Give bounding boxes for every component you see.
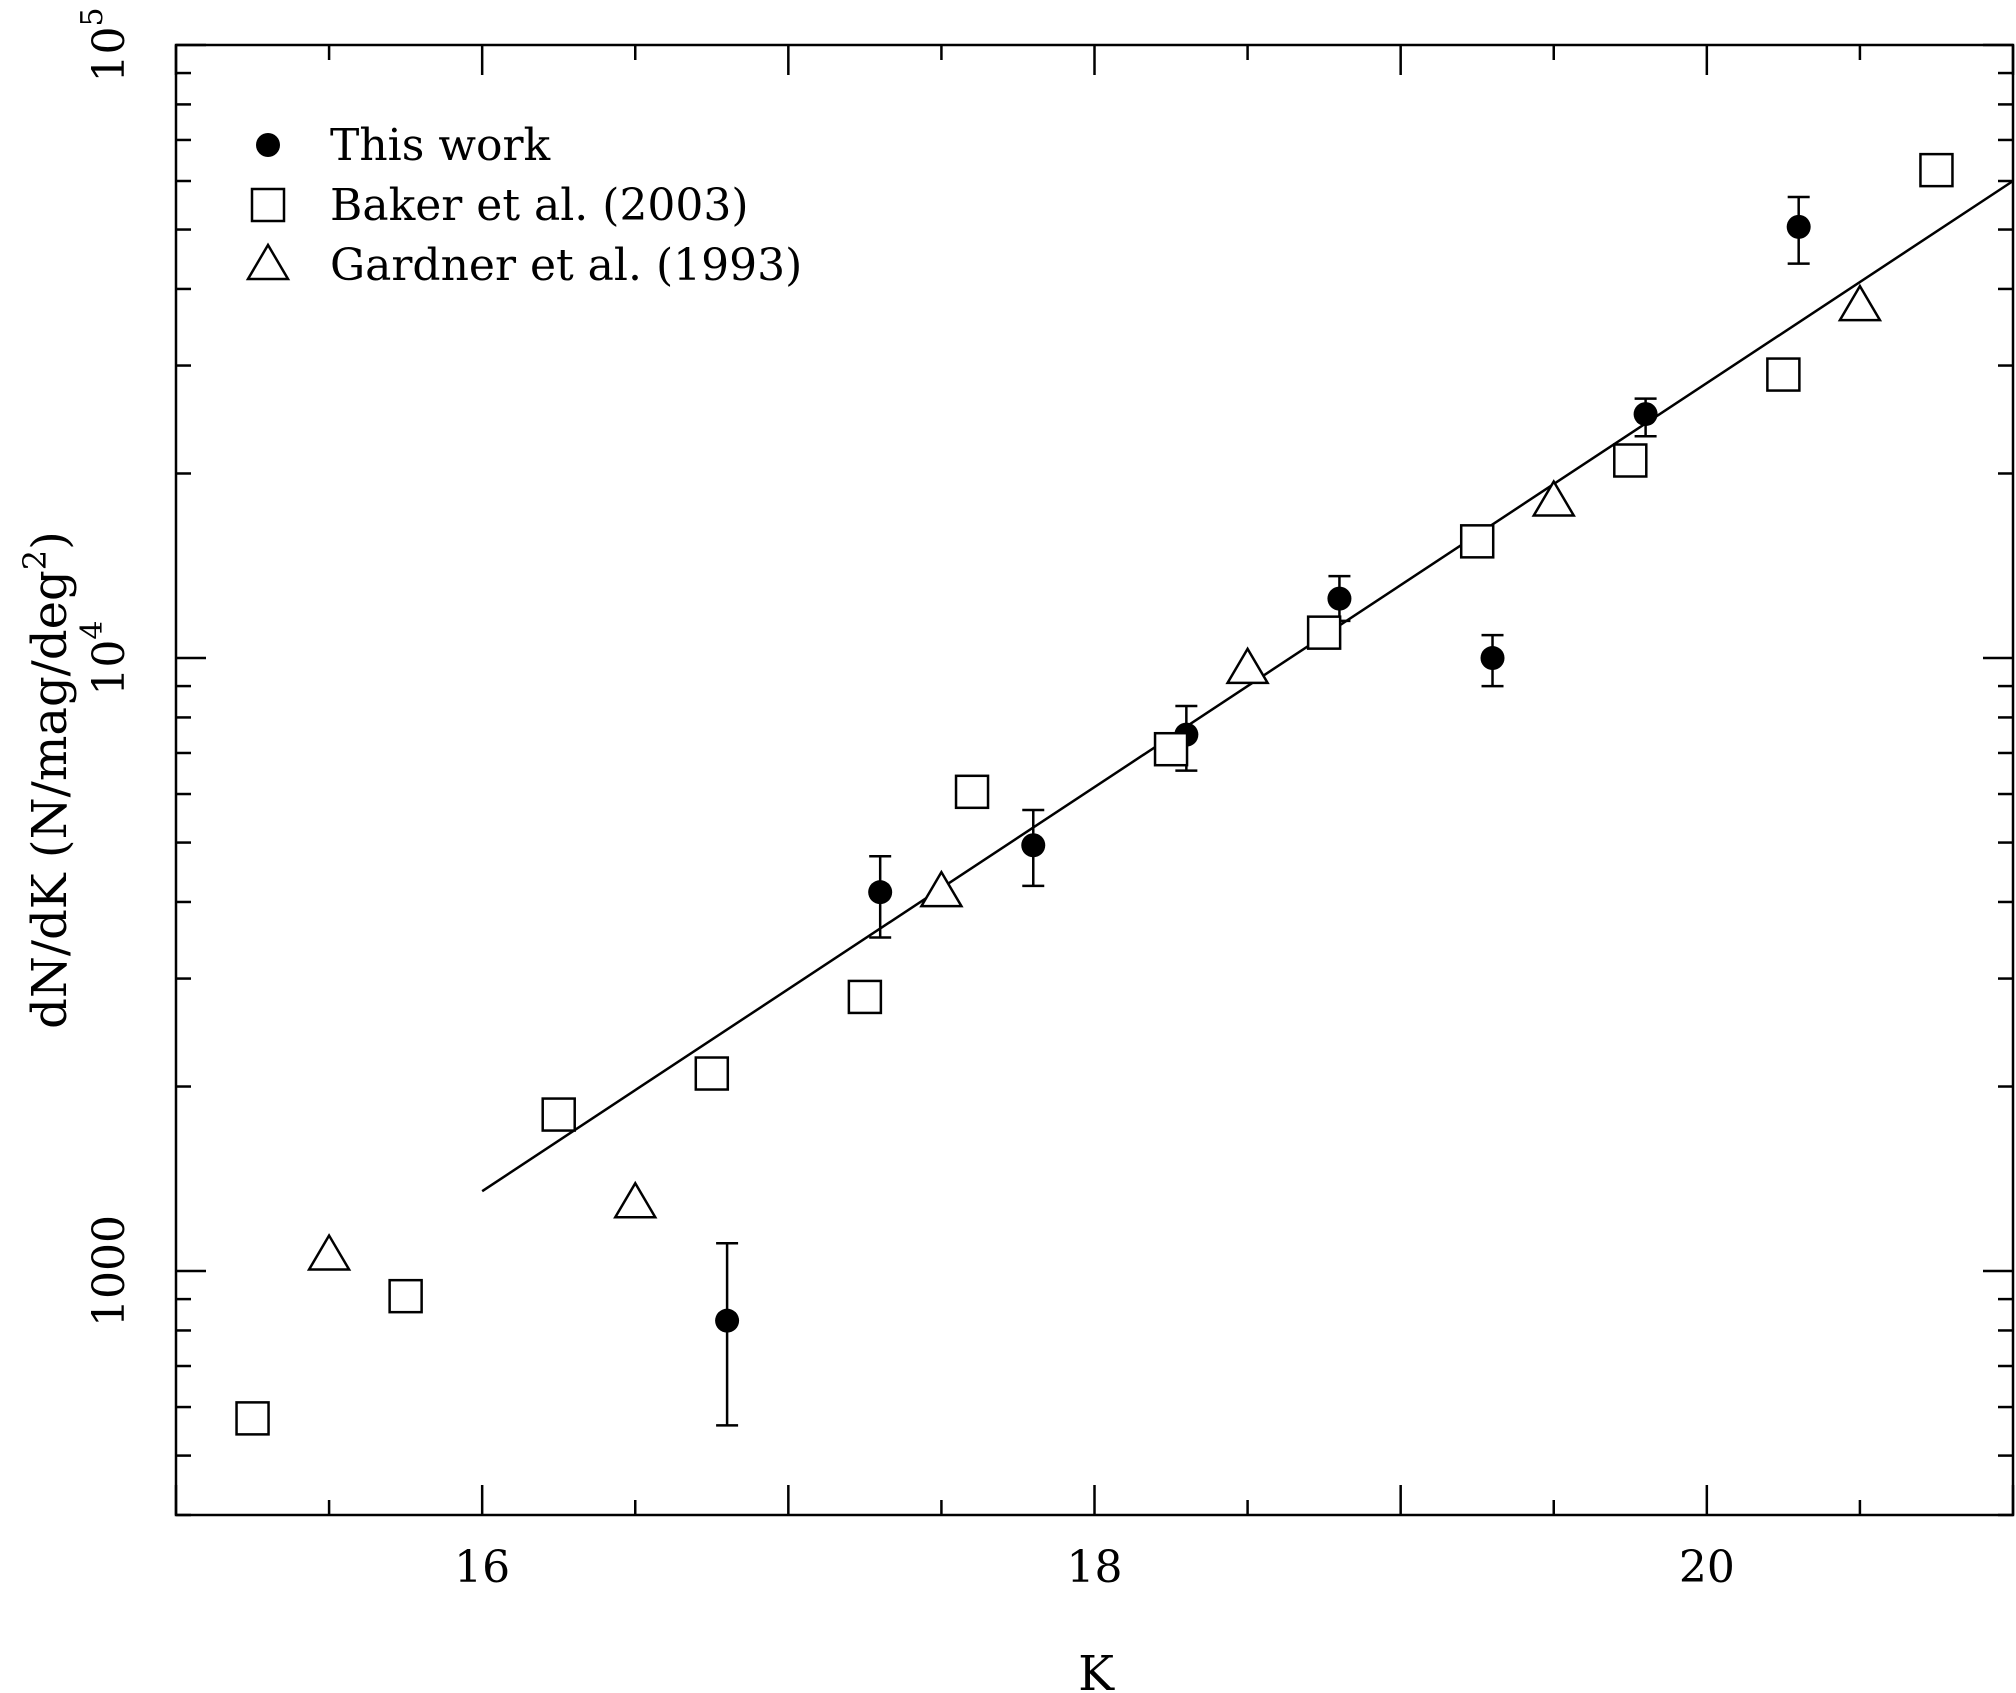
y-tick-label-base: 1000 — [84, 1215, 135, 1327]
y-tick-label-exponent: 4 — [75, 620, 110, 639]
data-point-open-square — [388, 1278, 423, 1314]
data-point-open-square — [1766, 357, 1801, 392]
y-tick-label: 105 — [75, 7, 135, 82]
data-point-open-square — [1306, 615, 1342, 650]
data-point-open-triangle — [1837, 283, 1883, 322]
data-point-filled-circle — [868, 880, 893, 905]
data-point-open-square — [541, 1097, 576, 1132]
data-point-filled-circle — [1786, 214, 1811, 239]
data-point-open-square — [1919, 152, 1954, 188]
data-point-open-square — [235, 1401, 270, 1436]
legend-label: This work — [330, 120, 551, 171]
y-tick-label: 104 — [75, 620, 135, 695]
legend-marker-open-triangle — [245, 242, 291, 281]
data-point-filled-circle — [1633, 402, 1658, 427]
data-point-open-square — [954, 774, 990, 810]
data-point-open-square — [847, 979, 883, 1015]
y-axis-label-main: dN/dK (N/mag/deg — [22, 570, 78, 1029]
data-point-open-square — [1613, 443, 1648, 478]
legend-label: Baker et al. (2003) — [330, 180, 749, 231]
data-points — [235, 152, 1954, 1436]
data-point-open-triangle — [613, 1180, 658, 1219]
legend-marker-open-square — [250, 187, 286, 223]
y-tick-label-base: 10 — [84, 27, 135, 83]
data-point-open-triangle — [306, 1233, 352, 1271]
y-axis-label-superscript: 2 — [16, 550, 54, 570]
x-tick-label: 18 — [1067, 1542, 1123, 1593]
legend: This work Baker et al. (2003) Gardner et a… — [245, 120, 802, 291]
data-point-open-triangle — [1531, 479, 1576, 517]
x-tick-label: 20 — [1679, 1542, 1735, 1593]
data-point-open-square — [1153, 731, 1189, 767]
data-point-open-square — [694, 1056, 730, 1091]
data-point-filled-circle — [715, 1308, 740, 1333]
axis-ticks — [174, 43, 2015, 1517]
y-tick-label: 1000 — [84, 1215, 135, 1327]
fit-line — [481, 179, 2014, 1193]
data-point-open-triangle — [1225, 646, 1270, 685]
legend-marker-filled-circle — [256, 133, 280, 157]
legend-label: Gardner et al. (1993) — [330, 240, 802, 291]
y-axis-label: dN/dK (N/mag/deg2) — [16, 531, 78, 1029]
data-point-open-triangle — [919, 869, 964, 908]
y-tick-label-base: 10 — [84, 640, 135, 696]
y-axis-label-close: ) — [22, 531, 78, 550]
y-tick-label-exponent: 5 — [75, 7, 110, 26]
x-axis-label: K — [1078, 1646, 1115, 1693]
data-point-open-square — [1459, 524, 1495, 559]
data-point-filled-circle — [1480, 646, 1505, 671]
data-point-filled-circle — [1327, 586, 1352, 611]
x-tick-label: 16 — [454, 1542, 510, 1593]
data-point-filled-circle — [1021, 833, 1046, 858]
